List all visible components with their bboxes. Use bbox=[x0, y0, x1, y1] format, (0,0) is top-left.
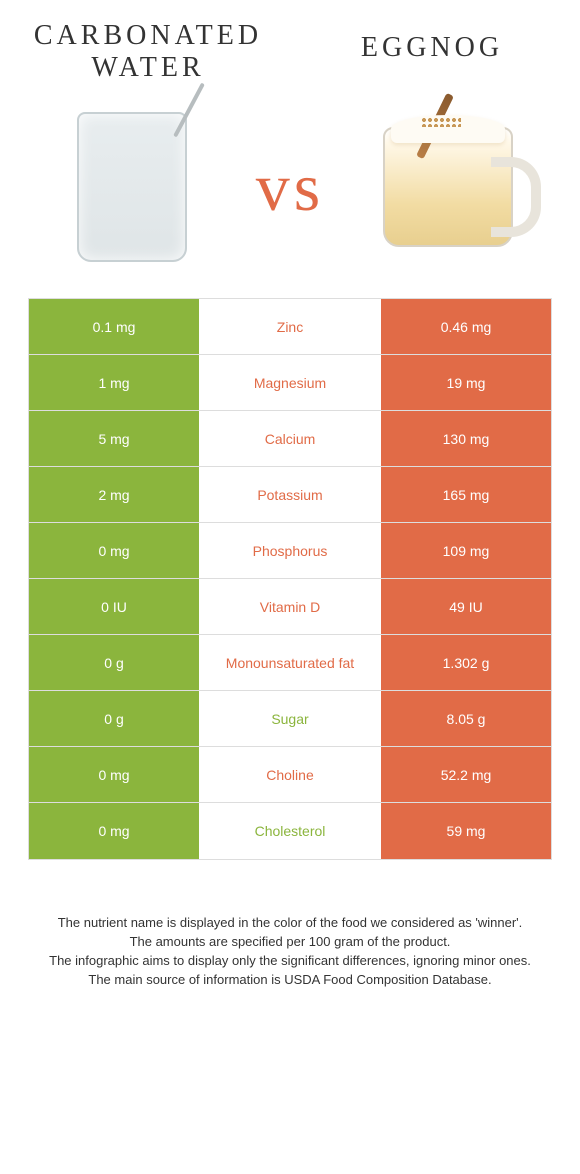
right-value: 165 mg bbox=[375, 467, 551, 522]
nutrient-name: Vitamin D bbox=[205, 579, 375, 634]
footnote-line: The infographic aims to display only the… bbox=[28, 952, 552, 971]
left-value: 0 g bbox=[29, 635, 205, 690]
right-food-title: EGGNOG bbox=[312, 20, 552, 84]
table-row: 0 IUVitamin D49 IU bbox=[29, 579, 551, 635]
left-value: 0.1 mg bbox=[29, 299, 205, 354]
left-food-title: CARBONATED WATER bbox=[28, 20, 268, 84]
right-value: 1.302 g bbox=[375, 635, 551, 690]
right-food-image bbox=[348, 102, 548, 272]
footnote-line: The main source of information is USDA F… bbox=[28, 971, 552, 990]
table-row: 0 mgPhosphorus109 mg bbox=[29, 523, 551, 579]
left-value: 1 mg bbox=[29, 355, 205, 410]
right-value: 49 IU bbox=[375, 579, 551, 634]
table-row: 0 mgCholesterol59 mg bbox=[29, 803, 551, 859]
right-value: 59 mg bbox=[375, 803, 551, 859]
right-value: 52.2 mg bbox=[375, 747, 551, 802]
footnotes: The nutrient name is displayed in the co… bbox=[28, 914, 552, 989]
table-row: 2 mgPotassium165 mg bbox=[29, 467, 551, 523]
header: CARBONATED WATER EGGNOG bbox=[28, 20, 552, 84]
nutrient-name: Zinc bbox=[205, 299, 375, 354]
table-row: 1 mgMagnesium19 mg bbox=[29, 355, 551, 411]
right-value: 130 mg bbox=[375, 411, 551, 466]
images-row: vs bbox=[28, 102, 552, 272]
nutrient-name: Cholesterol bbox=[205, 803, 375, 859]
table-row: 0 gMonounsaturated fat1.302 g bbox=[29, 635, 551, 691]
nutrient-name: Sugar bbox=[205, 691, 375, 746]
table-row: 5 mgCalcium130 mg bbox=[29, 411, 551, 467]
left-value: 0 mg bbox=[29, 803, 205, 859]
table-row: 0 mgCholine52.2 mg bbox=[29, 747, 551, 803]
nutrient-name: Phosphorus bbox=[205, 523, 375, 578]
left-value: 0 IU bbox=[29, 579, 205, 634]
table-row: 0 gSugar8.05 g bbox=[29, 691, 551, 747]
left-value: 0 mg bbox=[29, 747, 205, 802]
right-value: 0.46 mg bbox=[375, 299, 551, 354]
table-row: 0.1 mgZinc0.46 mg bbox=[29, 299, 551, 355]
footnote-line: The amounts are specified per 100 gram o… bbox=[28, 933, 552, 952]
nutrient-table: 0.1 mgZinc0.46 mg1 mgMagnesium19 mg5 mgC… bbox=[28, 298, 552, 860]
left-value: 2 mg bbox=[29, 467, 205, 522]
nutrient-name: Calcium bbox=[205, 411, 375, 466]
nutrient-name: Monounsaturated fat bbox=[205, 635, 375, 690]
left-food-image bbox=[32, 102, 232, 272]
eggnog-icon bbox=[383, 127, 513, 247]
nutrient-name: Choline bbox=[205, 747, 375, 802]
left-value: 5 mg bbox=[29, 411, 205, 466]
right-value: 19 mg bbox=[375, 355, 551, 410]
carbonated-water-icon bbox=[77, 112, 187, 262]
footnote-line: The nutrient name is displayed in the co… bbox=[28, 914, 552, 933]
vs-label: vs bbox=[256, 148, 324, 227]
nutrient-name: Potassium bbox=[205, 467, 375, 522]
nutrient-name: Magnesium bbox=[205, 355, 375, 410]
right-value: 109 mg bbox=[375, 523, 551, 578]
left-value: 0 g bbox=[29, 691, 205, 746]
right-value: 8.05 g bbox=[375, 691, 551, 746]
left-value: 0 mg bbox=[29, 523, 205, 578]
